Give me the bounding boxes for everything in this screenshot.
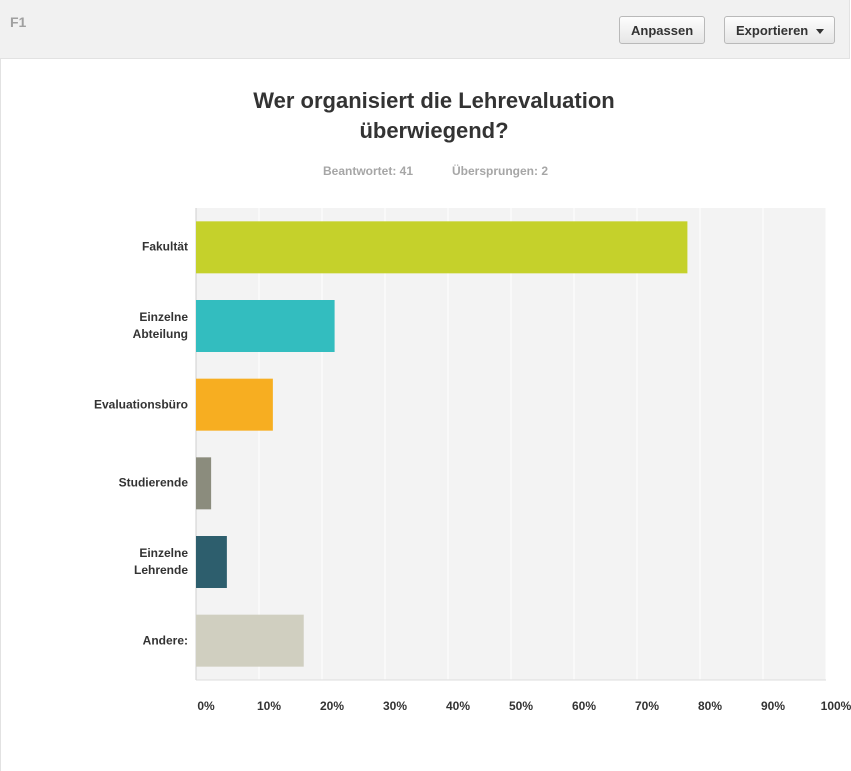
x-tick-label: 80% bbox=[698, 699, 722, 713]
category-label: Andere: bbox=[142, 633, 188, 648]
x-tick-label: 40% bbox=[446, 699, 470, 713]
bar bbox=[196, 221, 688, 274]
x-tick-label: 20% bbox=[320, 699, 344, 713]
bar bbox=[196, 457, 212, 510]
export-button[interactable]: Exportieren bbox=[724, 16, 836, 44]
category-label: Studierende bbox=[118, 475, 188, 490]
category-label: Evaluationsbüro bbox=[93, 397, 188, 412]
export-label: Exportieren bbox=[736, 23, 809, 38]
x-tick-label: 0% bbox=[197, 699, 215, 713]
bar bbox=[196, 614, 304, 667]
bar bbox=[196, 300, 335, 352]
x-tick-label: 50% bbox=[509, 699, 533, 713]
skipped-count: Übersprungen: 2 bbox=[452, 163, 548, 178]
bar bbox=[196, 378, 273, 431]
x-tick-label: 10% bbox=[257, 699, 281, 713]
question-header: F1 Anpassen Exportieren bbox=[0, 0, 850, 59]
left-border bbox=[0, 59, 1, 771]
x-tick-label: 30% bbox=[383, 699, 407, 713]
dropdown-arrow bbox=[816, 29, 825, 34]
x-tick-label: 100% bbox=[821, 699, 851, 713]
x-tick-label: 70% bbox=[635, 699, 659, 713]
bar bbox=[196, 536, 227, 588]
chart-title: Wer organisiert die Lehrevaluation überw… bbox=[253, 88, 615, 143]
category-label: Einzelne Lehrende bbox=[133, 546, 188, 577]
category-label: Einzelne Abteilung bbox=[132, 310, 188, 341]
answered-count: Beantwortet: 41 bbox=[323, 164, 413, 178]
x-tick-label: 60% bbox=[572, 699, 596, 713]
category-label: Fakultät bbox=[141, 239, 188, 254]
x-tick-label: 90% bbox=[761, 699, 785, 713]
customize-button[interactable]: Anpassen bbox=[619, 16, 706, 44]
question-id: F1 bbox=[10, 14, 27, 30]
